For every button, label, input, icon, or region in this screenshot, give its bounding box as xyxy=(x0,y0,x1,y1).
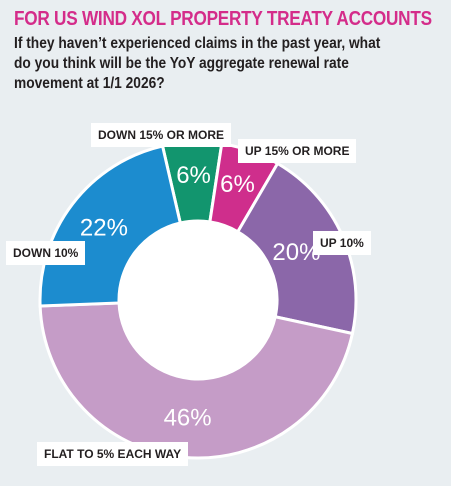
label-up-10: UP 10% xyxy=(313,231,371,255)
value-label-2: 20% xyxy=(272,239,320,266)
value-label-1: 6% xyxy=(220,171,255,198)
chart-question: If they haven’t experienced claims in th… xyxy=(14,35,381,92)
label-down-10: DOWN 10% xyxy=(6,241,86,265)
label-flat-to-5-each-way: FLAT TO 5% EACH WAY xyxy=(37,442,189,466)
label-up-15-or-more: UP 15% OR MORE xyxy=(238,139,357,163)
chart-title: FOR US WIND XOL PROPERTY TREATY ACCOUNTS xyxy=(14,8,432,30)
label-down-15-or-more: DOWN 15% OR MORE xyxy=(91,123,232,147)
value-label-3: 46% xyxy=(164,405,212,432)
slice-up-10 xyxy=(235,161,358,336)
value-label-0: 6% xyxy=(176,162,211,189)
donut-hole xyxy=(120,222,276,378)
value-label-4: 22% xyxy=(80,214,128,241)
slice-flat-to-5-each-way xyxy=(38,301,355,460)
